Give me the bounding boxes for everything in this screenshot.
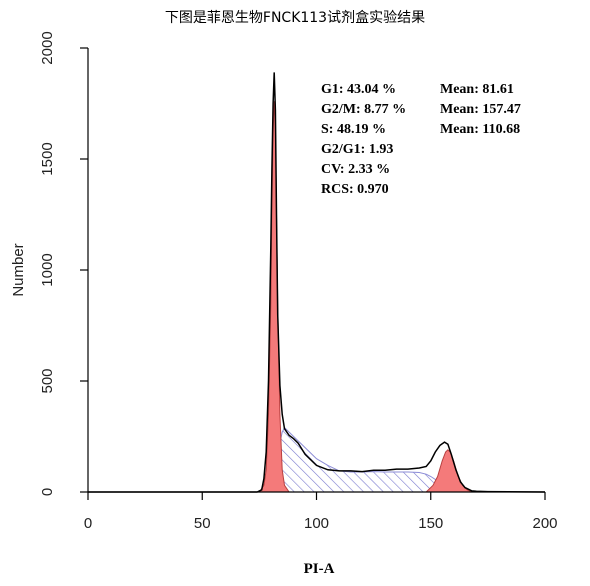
- stat-mean: Mean: 110.68: [440, 122, 520, 137]
- chart-title: 下图是菲恩生物FNCK113试剂盒实验结果: [165, 9, 425, 26]
- plot-area: [88, 72, 546, 493]
- stat-label: G2/M: 8.77 %: [321, 102, 406, 117]
- stat-mean: Mean: 157.47: [440, 102, 521, 117]
- y-tick-label: 1500: [39, 142, 56, 175]
- y-axis-label: Number: [10, 243, 27, 296]
- y-tick-label: 0: [39, 488, 56, 496]
- y-tick-label: 2000: [39, 31, 56, 64]
- x-tick-label: 100: [304, 515, 329, 532]
- histogram-line: [88, 72, 546, 493]
- stat-label: CV: 2.33 %: [321, 162, 390, 177]
- y-tick-label: 1000: [39, 253, 56, 286]
- x-tick-label: 150: [418, 515, 443, 532]
- stat-mean: Mean: 81.61: [440, 82, 514, 97]
- x-axis-label: PI-A: [304, 561, 335, 577]
- x-tick-label: 200: [532, 515, 557, 532]
- stats-panel: G1: 43.04 % Mean: 81.61 G2/M: 8.77 % Mean: …: [321, 82, 521, 197]
- stat-label: S: 48.19 %: [321, 122, 386, 137]
- stat-label: G2/G1: 1.93: [321, 142, 393, 157]
- stat-label: RCS: 0.970: [321, 182, 389, 197]
- s-phase-area: [88, 426, 545, 493]
- y-tick-label: 500: [39, 368, 56, 393]
- g1-peak-area: [88, 101, 545, 493]
- stat-label: G1: 43.04 %: [321, 82, 396, 97]
- x-tick-label: 0: [84, 515, 92, 532]
- x-tick-label: 50: [194, 515, 211, 532]
